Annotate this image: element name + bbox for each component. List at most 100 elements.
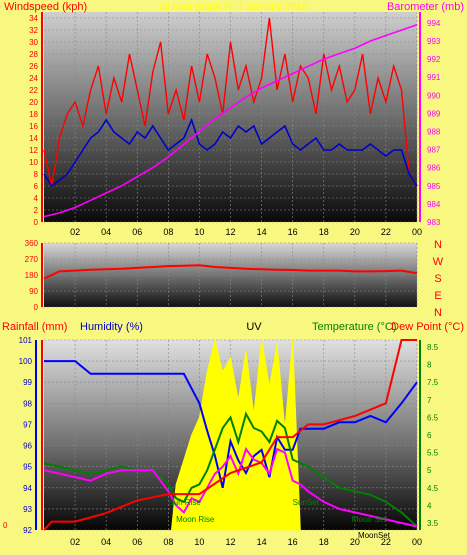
temp-y-tick-label: 4.5 — [427, 484, 439, 493]
rain-y-tick-label: 0 — [3, 521, 8, 530]
temp-y-tick-label: 3.5 — [427, 519, 439, 528]
direction-y-tick-label: 360 — [25, 239, 39, 248]
compass-letter: N — [434, 307, 442, 319]
temp-y-tick-label: 4 — [427, 501, 432, 510]
temp-y-tick-label: 8 — [427, 361, 432, 370]
direction-y-tick-label: 0 — [34, 303, 39, 312]
wind-y-tick-label: 10 — [29, 158, 38, 167]
humidity-y-tick-label: 92 — [23, 526, 32, 535]
temp-y-tick-label: 5.5 — [427, 449, 439, 458]
humidity-y-tick-label: 94 — [23, 484, 32, 493]
humidity-y-tick-label: 98 — [23, 399, 32, 408]
series-line-2 — [43, 23, 418, 218]
humidity-y-tick-label: 97 — [23, 420, 32, 429]
chart-title: 24 hour graph for 1 January 2016 — [159, 2, 308, 13]
climate-x-tick-label: 00 — [412, 537, 422, 547]
wind-y-tick-label: 30 — [29, 38, 38, 47]
baro-y-tick-label: 994 — [427, 19, 441, 28]
climate-x-tick-label: 06 — [132, 537, 142, 547]
wind-x-tick-label: 00 — [412, 227, 422, 237]
humidity-y-tick-label: 99 — [23, 378, 32, 387]
rainfall-axis-label: Rainfall (mm) — [2, 321, 67, 333]
humidity-y-tick-label: 93 — [23, 505, 32, 514]
wind-y-tick-label: 26 — [29, 62, 38, 71]
wind-x-tick-label: 12 — [225, 227, 235, 237]
climate-x-tick-label: 14 — [257, 537, 267, 547]
wind-y-tick-label: 4 — [34, 194, 39, 203]
climate-series — [43, 339, 418, 531]
wind-x-tick-label: 16 — [288, 227, 298, 237]
climate-axes: 02 04 06 08 10 12 14 16 18 20 22 009293949596979899… — [3, 336, 439, 547]
wind-y-tick-label: 24 — [29, 74, 38, 83]
wind-x-tick-label: 20 — [350, 227, 360, 237]
direction-y-tick-label: 180 — [25, 271, 39, 280]
wind-x-tick-label: 02 — [70, 227, 80, 237]
climate-x-tick-label: 02 — [70, 537, 80, 547]
series-line-0 — [43, 17, 418, 187]
compass-letter: W — [433, 256, 444, 268]
baro-y-tick-label: 988 — [427, 127, 441, 136]
wind-y-tick-label: 34 — [29, 14, 38, 23]
wind-x-tick-label: 14 — [257, 227, 267, 237]
humidity-y-tick-label: 96 — [23, 442, 32, 451]
wind-y-tick-label: 32 — [29, 26, 38, 35]
baro-y-tick-label: 986 — [427, 164, 441, 173]
direction-axes: 0 90 180 270 360 — [25, 239, 43, 312]
barometer-axis-label: Barometer (mb) — [387, 1, 464, 13]
climate-x-tick-label: 22 — [381, 537, 391, 547]
compass-letter: E — [434, 290, 441, 302]
wind-y-tick-label: 16 — [29, 122, 38, 131]
astro-annotation: Moon Rise — [176, 515, 215, 524]
wind-grid — [44, 12, 418, 223]
temp-y-tick-label: 5 — [427, 466, 432, 475]
baro-y-tick-label: 984 — [427, 200, 441, 209]
wind-x-tick-label: 18 — [319, 227, 329, 237]
climate-x-tick-label: 04 — [101, 537, 111, 547]
uv-label: UV — [246, 321, 262, 333]
wind-y-tick-label: 28 — [29, 50, 38, 59]
humidity-y-tick-label: 101 — [19, 336, 33, 345]
astro-annotation: SunSet — [293, 498, 320, 507]
wind-x-tick-label: 06 — [132, 227, 142, 237]
temp-y-tick-label: 6.5 — [427, 413, 439, 422]
wind-x-tick-label: 22 — [381, 227, 391, 237]
wind-y-tick-label: 6 — [34, 182, 39, 191]
direction-line-0 — [43, 264, 418, 280]
direction-y-tick-label: 90 — [29, 287, 38, 296]
wind-y-tick-label: 18 — [29, 110, 38, 119]
baro-y-tick-label: 983 — [427, 218, 441, 227]
series-line-1 — [43, 117, 418, 188]
climate-line-2 — [43, 446, 418, 528]
climate-x-tick-label: 20 — [350, 537, 360, 547]
baro-y-tick-label: 989 — [427, 109, 441, 118]
baro-y-tick-label: 993 — [427, 37, 441, 46]
wind-y-tick-label: 22 — [29, 86, 38, 95]
climate-x-tick-label: 08 — [163, 537, 173, 547]
windspeed-axis-label: Windspeed (kph) — [4, 1, 87, 13]
baro-y-tick-label: 987 — [427, 146, 441, 155]
astro-annotation: Moon Set — [352, 515, 387, 524]
compass-letter: S — [434, 273, 441, 285]
wind-axes: 02 04 06 08 10 12 14 16 18 20 22 000246810121416182… — [29, 12, 441, 237]
compass-letter: N — [434, 239, 442, 251]
baro-y-tick-label: 992 — [427, 55, 441, 64]
baro-y-tick-label: 985 — [427, 182, 441, 191]
climate-line-3 — [43, 339, 417, 531]
climate-line-0 — [44, 360, 418, 489]
climate-annotations: Sun Rise Moon Rise SunSet Moon Set MoonSet — [168, 498, 390, 540]
temperature-axis-label: Temperature (°C) — [312, 321, 396, 333]
astro-annotation: MoonSet — [358, 531, 391, 540]
wind-y-tick-label: 2 — [34, 206, 39, 215]
baro-y-tick-label: 991 — [427, 73, 441, 82]
baro-y-tick-label: 990 — [427, 91, 441, 100]
temp-y-tick-label: 7 — [427, 396, 432, 405]
wind-y-tick-label: 14 — [29, 134, 38, 143]
humidity-y-tick-label: 95 — [23, 463, 32, 472]
dewpoint-axis-label: Dew Point (°C) — [391, 321, 464, 333]
direction-grid — [44, 242, 418, 308]
temp-y-tick-label: 8.5 — [427, 343, 439, 352]
wind-y-tick-label: 20 — [29, 98, 38, 107]
climate-x-tick-label: 12 — [225, 537, 235, 547]
